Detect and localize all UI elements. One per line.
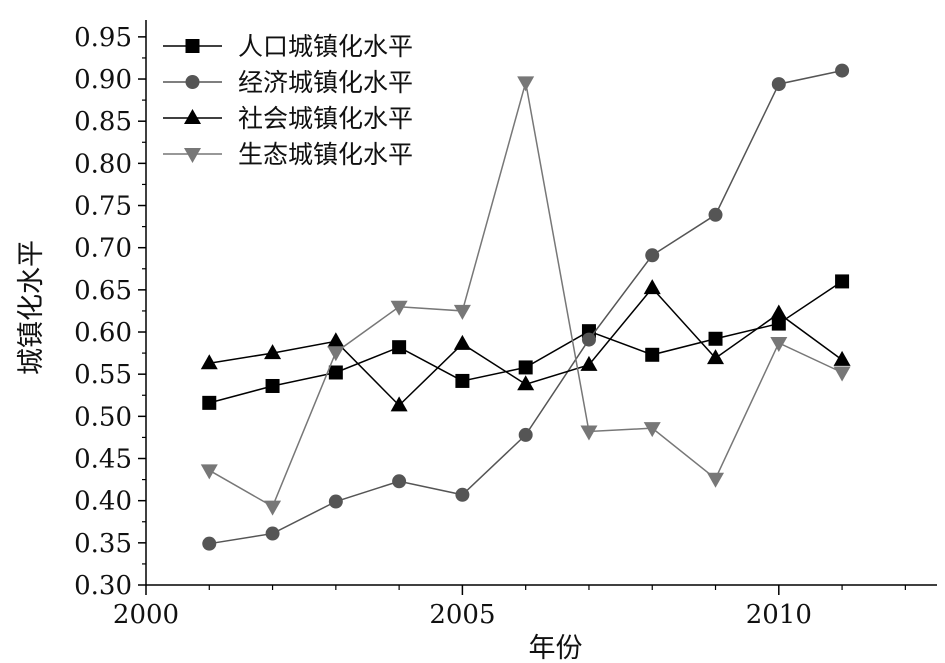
legend-label: 生态城镇化水平 <box>238 140 413 169</box>
series-2 <box>202 63 850 551</box>
triangle-up-marker <box>580 355 598 371</box>
circle-marker <box>518 427 533 442</box>
square-marker <box>645 347 660 362</box>
y-tick-label: 0.45 <box>74 445 132 475</box>
legend-label: 人口城镇化水平 <box>238 32 413 61</box>
triangle-up-marker <box>200 354 218 370</box>
x-tick-label: 2005 <box>429 600 495 630</box>
circle-marker <box>455 487 470 502</box>
circle-marker <box>835 63 850 78</box>
square-marker <box>392 340 407 355</box>
y-tick-label: 0.95 <box>74 23 132 53</box>
triangle-down-marker <box>264 500 282 516</box>
triangle-up-marker <box>517 375 535 391</box>
square-marker <box>518 360 533 375</box>
circle-marker <box>185 75 200 89</box>
series-4 <box>200 76 851 516</box>
y-tick-label: 0.85 <box>74 107 132 137</box>
triangle-up-marker <box>643 279 661 295</box>
square-marker <box>328 365 343 380</box>
series-3 <box>200 279 851 412</box>
triangle-down-marker <box>453 304 471 320</box>
triangle-down-marker <box>707 472 725 488</box>
x-tick-label: 2000 <box>113 600 179 630</box>
legend-item: 生态城镇化水平 <box>163 140 413 169</box>
square-marker <box>771 316 786 331</box>
y-tick-label: 0.80 <box>74 149 132 179</box>
y-tick-label: 0.40 <box>74 487 132 517</box>
triangle-up-marker <box>327 332 345 348</box>
triangle-down-marker <box>327 346 345 362</box>
triangle-down-marker <box>580 425 598 441</box>
y-tick-label: 0.65 <box>74 276 132 306</box>
y-tick-label: 0.90 <box>74 65 132 95</box>
y-tick-label: 0.55 <box>74 360 132 390</box>
circle-marker <box>771 77 786 92</box>
legend-label: 社会城镇化水平 <box>238 104 413 133</box>
triangle-down-marker <box>517 76 535 92</box>
y-tick-label: 0.70 <box>74 234 132 264</box>
y-tick-label: 0.35 <box>74 529 132 559</box>
x-tick-label: 2010 <box>746 600 812 630</box>
triangle-down-marker <box>643 422 661 438</box>
legend-label: 经济城镇化水平 <box>238 68 413 97</box>
y-tick-label: 0.75 <box>74 192 132 222</box>
circle-marker <box>645 248 660 263</box>
triangle-up-marker <box>707 349 725 365</box>
y-tick-label: 0.50 <box>74 402 132 432</box>
y-axis-title: 城镇化水平 <box>16 240 47 375</box>
legend-item: 人口城镇化水平 <box>163 32 413 61</box>
circle-marker <box>202 536 217 551</box>
circle-marker <box>328 494 343 509</box>
y-tick-label: 0.60 <box>74 318 132 348</box>
series-1 <box>202 274 850 410</box>
triangle-down-marker <box>184 148 201 163</box>
triangle-up-marker <box>264 344 282 360</box>
series-layer <box>200 63 851 551</box>
triangle-up-marker <box>833 350 851 366</box>
x-axis-title: 年份 <box>529 633 583 663</box>
triangle-up-marker <box>390 396 408 412</box>
triangle-down-marker <box>390 300 408 316</box>
triangle-up-marker <box>453 334 471 350</box>
square-marker <box>455 373 470 388</box>
square-marker <box>708 331 723 346</box>
triangle-down-marker <box>833 366 851 382</box>
circle-marker <box>708 207 723 222</box>
triangle-up-marker <box>184 109 201 124</box>
square-marker <box>185 39 200 53</box>
circle-marker <box>581 332 596 347</box>
triangle-up-marker <box>770 304 788 320</box>
y-tick-label: 0.30 <box>74 571 132 601</box>
circle-marker <box>265 526 280 541</box>
triangle-down-marker <box>770 336 788 352</box>
legend-item: 社会城镇化水平 <box>163 104 413 133</box>
axes: 0.30 0.35 0.40 0.45 0.50 0.55 0.60 0.65 0.70 0.75… <box>74 20 937 630</box>
circle-marker <box>392 474 407 489</box>
square-marker <box>265 378 280 393</box>
triangle-down-marker <box>200 464 218 480</box>
legend-item: 经济城镇化水平 <box>163 68 413 97</box>
square-marker <box>835 274 850 289</box>
square-marker <box>202 395 217 410</box>
